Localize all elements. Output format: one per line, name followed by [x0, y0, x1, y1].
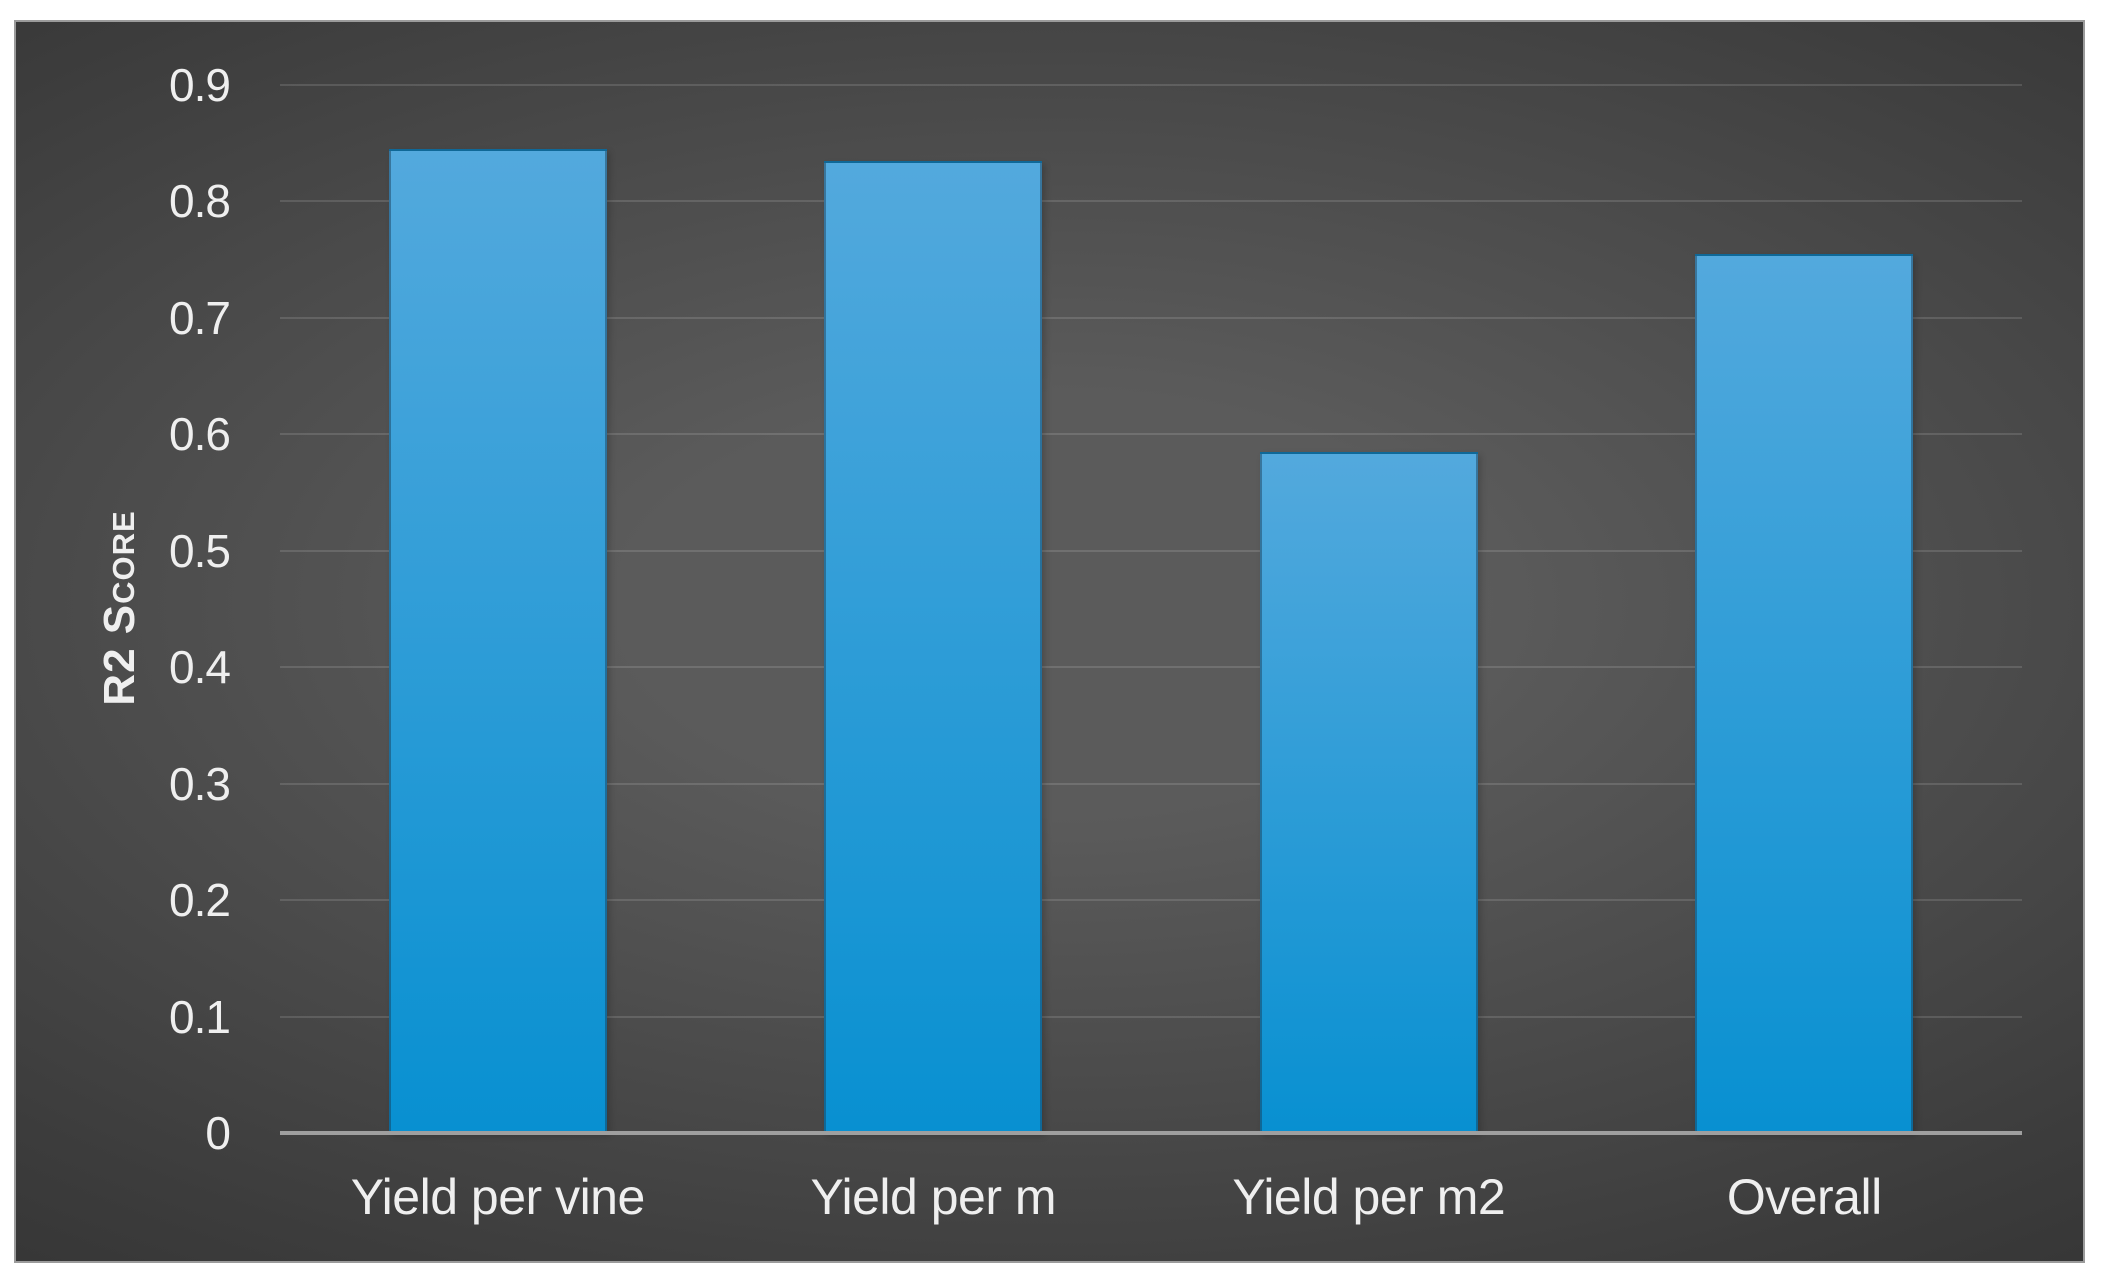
gridline: [280, 433, 2022, 436]
plot-area: [280, 84, 2022, 1135]
x-axis-line: [280, 1131, 2022, 1135]
x-axis-category-label: Yield per m: [810, 1169, 1057, 1225]
gridline: [280, 84, 2022, 86]
y-axis-tick-label: 0.1: [169, 990, 231, 1043]
y-axis-tick-label: 0.9: [169, 59, 231, 111]
x-axis-category-label: Yield per m2: [1232, 1169, 1506, 1225]
x-axis-category-labels: Yield per vine Yield per m Yield per m2 Ove…: [280, 1162, 2022, 1232]
gridline: [280, 899, 2022, 902]
gridline: [280, 782, 2022, 785]
gridline: [280, 316, 2022, 319]
y-axis-tick-label: 0.2: [169, 874, 231, 927]
y-axis-tick-label: 0.5: [169, 524, 231, 577]
y-axis-tick-labels: 0 0.1 0.2 0.3 0.4 0.5 0.6 0.7 0.8 0.9: [16, 59, 231, 1159]
gridline: [280, 1015, 2022, 1018]
bar-yield-per-m2: [1259, 451, 1478, 1133]
y-axis-tick-label: 0.6: [169, 408, 231, 461]
x-axis-category-label: Yield per vine: [350, 1169, 646, 1225]
x-axis-category-label: Overall: [1726, 1169, 1882, 1225]
gridline: [280, 549, 2022, 552]
y-axis-tick-label: 0.7: [169, 291, 231, 344]
bar-overall: [1695, 253, 1914, 1133]
gridline: [280, 200, 2022, 203]
y-axis-tick-label: 0: [205, 1107, 231, 1159]
chart-canvas: R2 Score 0 0.1 0.2 0.3 0.4 0.5 0.6 0.7 0.8 0.9 Yi…: [14, 20, 2085, 1263]
y-axis-tick-label: 0.8: [169, 175, 231, 228]
bar-yield-per-vine: [388, 149, 607, 1133]
bar-yield-per-m: [824, 160, 1043, 1133]
gridline: [280, 666, 2022, 669]
y-axis-tick-label: 0.4: [169, 641, 231, 694]
y-axis-tick-label: 0.3: [169, 757, 231, 810]
